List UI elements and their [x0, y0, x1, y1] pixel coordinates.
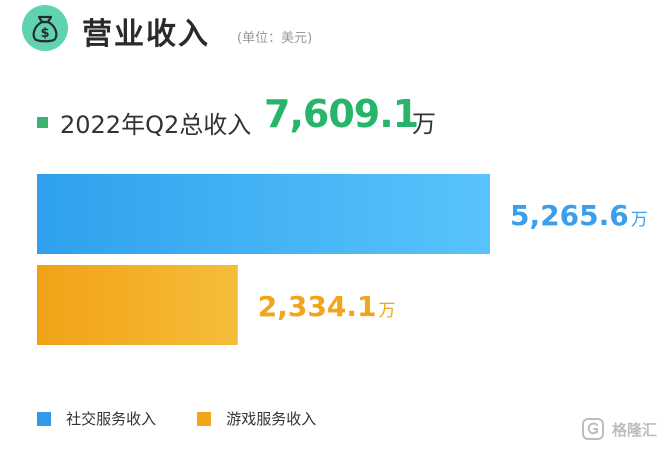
legend-label-social: 社交服务收入: [66, 410, 157, 428]
legend-swatch-game: [197, 411, 212, 426]
revenue-bar-chart: 5,265.6 万 2,334.1 万: [37, 174, 648, 345]
legend-label-game: 游戏服务收入: [226, 410, 317, 428]
legend: 社交服务收入 游戏服务收入: [37, 408, 352, 432]
total-label: 2022年Q2总收入: [60, 111, 252, 139]
money-bag-icon: $: [22, 5, 68, 51]
legend-item-game: 游戏服务收入: [197, 408, 316, 429]
bar-value-label-social: 5,265.6 万: [510, 199, 648, 232]
total-value: 7,609.1: [264, 92, 419, 136]
legend-swatch-social: [37, 411, 51, 426]
total-unit: 万: [412, 110, 436, 138]
legend-item-social: 社交服务收入: [37, 408, 156, 429]
bar-value-label-game: 2,334.1 万: [258, 290, 396, 323]
svg-text:$: $: [40, 26, 49, 41]
watermark: 格隆汇: [581, 418, 657, 444]
watermark-text: 格隆汇: [611, 420, 657, 439]
unit-note: (单位：美元): [237, 31, 313, 46]
total-marker: [37, 117, 48, 128]
bar-game: [37, 265, 238, 345]
bar-social: [37, 174, 490, 254]
page-title: 营业收入: [82, 17, 210, 52]
glh-logo-icon: [581, 418, 604, 440]
